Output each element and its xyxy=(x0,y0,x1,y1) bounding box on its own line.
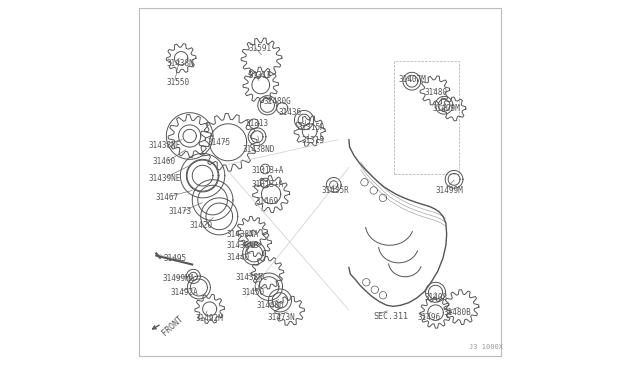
Text: 31436: 31436 xyxy=(278,108,301,117)
Bar xyxy=(394,61,459,174)
Text: 31440D: 31440D xyxy=(256,301,284,311)
Text: 31492M: 31492M xyxy=(195,314,223,323)
Text: 31438NA: 31438NA xyxy=(227,230,259,240)
Text: 31469: 31469 xyxy=(255,197,278,206)
Text: 31450: 31450 xyxy=(241,288,264,297)
Text: FRONT: FRONT xyxy=(160,314,184,337)
Text: 31313: 31313 xyxy=(245,119,268,128)
Text: 31480G: 31480G xyxy=(264,97,291,106)
Text: 31435R: 31435R xyxy=(321,186,349,195)
Text: 31499M: 31499M xyxy=(436,186,463,195)
Text: 31438NE: 31438NE xyxy=(149,141,181,150)
Text: 31440: 31440 xyxy=(227,253,250,262)
Text: 31438NC: 31438NC xyxy=(236,273,268,282)
Text: 31315A: 31315A xyxy=(298,123,326,132)
Text: 31315: 31315 xyxy=(301,136,324,145)
Text: 31591: 31591 xyxy=(249,45,272,54)
Text: 31473N: 31473N xyxy=(268,312,295,322)
Text: J3 1000X: J3 1000X xyxy=(469,344,503,350)
Text: 31467: 31467 xyxy=(156,193,179,202)
Text: 31475: 31475 xyxy=(207,138,230,147)
Text: 31473: 31473 xyxy=(168,208,191,217)
Text: 31313+A: 31313+A xyxy=(252,166,284,174)
Text: 31420: 31420 xyxy=(189,221,212,230)
Text: 31460: 31460 xyxy=(152,157,176,166)
Text: 31438ND: 31438ND xyxy=(242,145,275,154)
Text: 31480B: 31480B xyxy=(444,308,471,317)
Text: 31438NB: 31438NB xyxy=(227,241,259,250)
Text: 31313: 31313 xyxy=(249,71,272,80)
Text: 31480: 31480 xyxy=(425,88,448,97)
Text: 31409M: 31409M xyxy=(432,105,460,113)
Text: 31495: 31495 xyxy=(164,254,187,263)
Text: 31492A: 31492A xyxy=(170,288,198,297)
Text: 31313+A: 31313+A xyxy=(252,180,284,189)
Text: 31499MA: 31499MA xyxy=(163,274,195,283)
Text: 31408: 31408 xyxy=(425,294,448,302)
Text: 31496: 31496 xyxy=(417,312,440,322)
Text: 31550: 31550 xyxy=(166,78,189,87)
Text: SEC.311: SEC.311 xyxy=(373,312,408,321)
Text: 31407M: 31407M xyxy=(399,75,427,84)
Text: 31438N: 31438N xyxy=(166,59,194,68)
Text: 31439NE: 31439NE xyxy=(149,174,181,183)
